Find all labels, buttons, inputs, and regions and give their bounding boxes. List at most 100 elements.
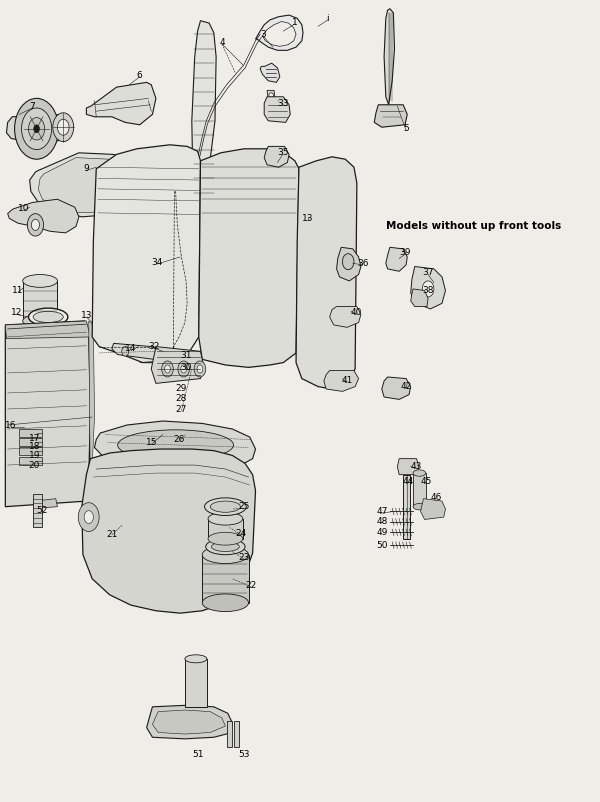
Text: 29: 29 [176,383,187,393]
Polygon shape [8,199,79,233]
Bar [403,475,410,539]
Text: 3: 3 [260,30,266,38]
Circle shape [161,361,173,377]
Polygon shape [5,321,91,338]
Polygon shape [35,499,58,508]
Polygon shape [146,705,232,739]
Polygon shape [89,321,95,501]
Text: 47: 47 [376,507,388,516]
Text: 5: 5 [403,124,409,133]
Text: 36: 36 [357,259,368,268]
Bar [202,555,248,603]
Ellipse shape [118,430,233,460]
Polygon shape [374,105,407,128]
Text: 19: 19 [29,451,40,460]
Bar [208,519,243,539]
Text: 39: 39 [399,249,410,257]
Bar [33,494,43,528]
Polygon shape [384,9,395,105]
Text: 48: 48 [376,517,388,526]
Text: 50: 50 [376,541,388,549]
Bar [413,473,426,507]
Text: 40: 40 [350,309,362,318]
Text: 44: 44 [402,476,413,485]
Circle shape [343,253,354,269]
Polygon shape [5,321,91,507]
Polygon shape [264,97,290,123]
Polygon shape [386,247,407,271]
Bar [23,281,58,321]
Text: 7: 7 [29,102,35,111]
Circle shape [181,365,187,373]
Polygon shape [411,289,428,306]
Bar [19,447,43,455]
Text: 35: 35 [277,148,289,157]
Polygon shape [397,459,419,475]
Text: i: i [326,14,329,22]
Polygon shape [38,158,127,213]
Ellipse shape [28,308,68,326]
Text: 24: 24 [235,529,247,537]
Text: 51: 51 [192,751,203,759]
Polygon shape [296,157,357,389]
Circle shape [122,346,128,356]
Circle shape [164,365,170,373]
Bar [185,658,207,707]
Ellipse shape [205,498,246,516]
Text: 13: 13 [302,214,313,223]
Text: 14: 14 [125,345,137,354]
Circle shape [28,118,45,140]
Circle shape [194,361,206,377]
Circle shape [197,365,203,373]
Polygon shape [260,63,280,83]
Text: Models without up front tools: Models without up front tools [386,221,561,232]
Ellipse shape [202,546,248,564]
Bar [19,438,43,446]
Text: 17: 17 [29,434,40,444]
Ellipse shape [33,311,63,322]
Circle shape [53,113,74,142]
Polygon shape [112,343,185,363]
Text: 12: 12 [11,309,23,318]
Text: 9: 9 [83,164,89,173]
Bar [19,429,43,437]
Text: 18: 18 [29,442,40,452]
Text: 33: 33 [278,99,289,107]
Bar [233,721,239,747]
Circle shape [178,361,190,377]
Text: 46: 46 [431,492,442,501]
Polygon shape [329,306,361,327]
Polygon shape [7,115,70,145]
Polygon shape [267,91,275,100]
Ellipse shape [413,504,426,510]
Text: 42: 42 [400,382,412,391]
Bar [19,457,43,465]
Text: 53: 53 [238,751,250,759]
Polygon shape [29,153,134,217]
Text: 1: 1 [292,18,298,26]
Ellipse shape [23,314,58,327]
Text: 38: 38 [422,286,434,295]
Polygon shape [264,147,289,168]
Text: 41: 41 [341,376,353,386]
Text: 21: 21 [106,530,118,539]
Polygon shape [411,266,445,309]
Polygon shape [140,357,200,363]
Ellipse shape [211,542,239,552]
Text: 30: 30 [180,363,192,372]
Ellipse shape [202,594,248,612]
Text: 20: 20 [29,460,40,469]
Polygon shape [86,83,156,125]
Text: 10: 10 [18,205,29,213]
Text: 11: 11 [13,286,24,295]
Polygon shape [95,421,256,467]
Bar [227,721,232,747]
Polygon shape [82,449,256,614]
Text: 22: 22 [245,581,257,589]
Circle shape [422,281,434,297]
Polygon shape [324,371,359,391]
Text: 13: 13 [80,311,92,320]
Circle shape [14,99,59,160]
Circle shape [58,119,69,136]
Ellipse shape [185,654,207,662]
